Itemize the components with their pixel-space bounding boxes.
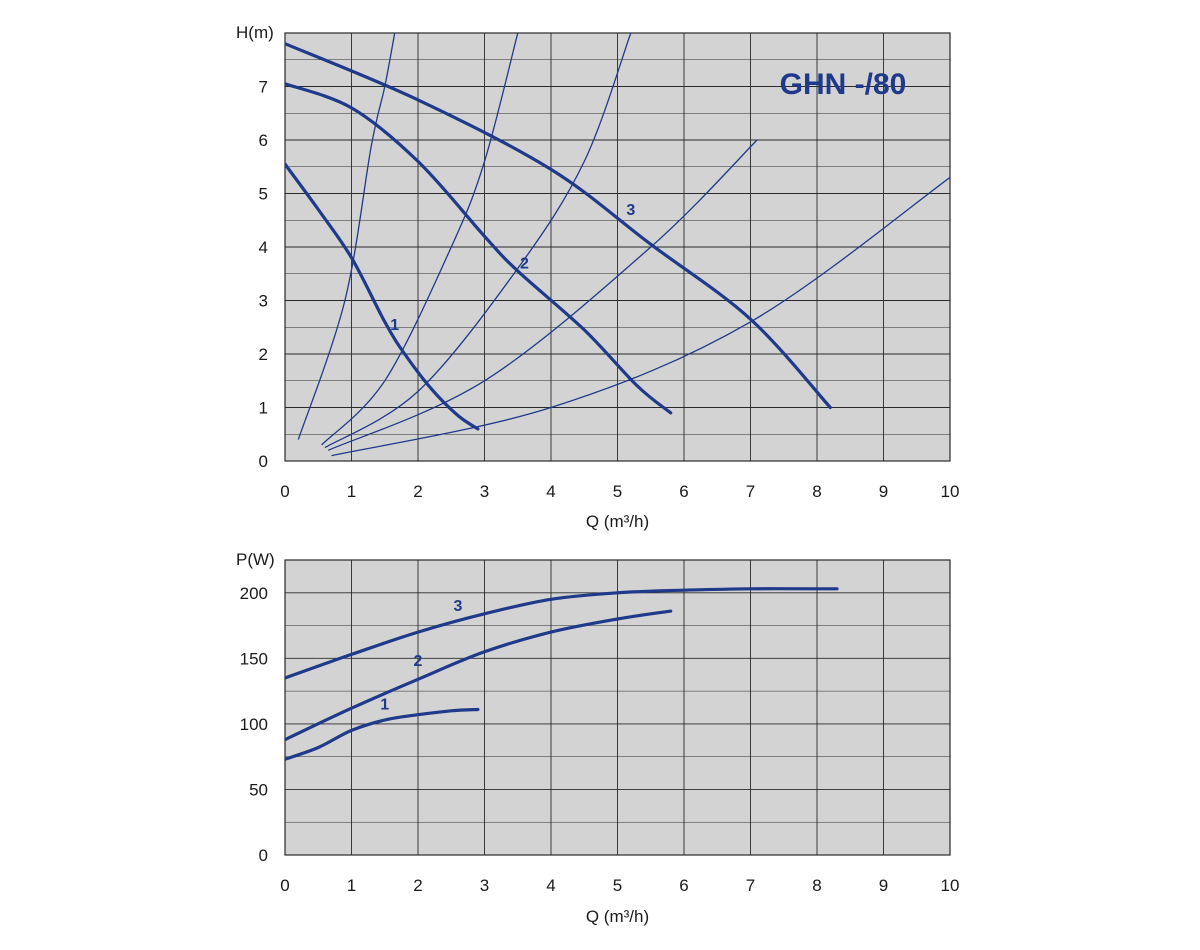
series-line-2	[285, 82, 673, 415]
y-axis-label: H(m)	[236, 23, 274, 42]
x-tick-label: 2	[413, 876, 422, 895]
y-tick-label: 150	[240, 649, 268, 668]
y-axis-label: P(W)	[236, 550, 275, 569]
model-title: GHN -/80	[780, 68, 907, 101]
x-tick-label: 0	[280, 876, 289, 895]
system-curve-3	[324, 33, 632, 449]
system-curve-2	[321, 33, 519, 446]
plot-marks	[285, 33, 950, 457]
x-tick-label: 2	[413, 482, 422, 501]
x-tick-label: 1	[347, 876, 356, 895]
x-tick-label: 7	[746, 876, 755, 895]
x-tick-label: 0	[280, 482, 289, 501]
y-tick-label: 0	[259, 846, 268, 865]
series-line-2	[285, 609, 673, 742]
x-tick-label: 10	[941, 482, 960, 501]
y-tick-label: 100	[240, 715, 268, 734]
y-tick-label: 1	[259, 399, 268, 418]
series-line-3	[285, 587, 839, 680]
curve-label-2: 2	[520, 255, 529, 272]
x-tick-label: 5	[613, 482, 622, 501]
y-tick-label: 3	[259, 292, 268, 311]
x-tick-label: 6	[679, 482, 688, 501]
series-line-1	[285, 162, 480, 431]
series-line-3	[285, 42, 832, 410]
y-tick-label: 7	[259, 78, 268, 97]
x-tick-label: 7	[746, 482, 755, 501]
y-tick-label: 2	[259, 345, 268, 364]
y-tick-label: 0	[259, 452, 268, 471]
x-tick-label: 8	[812, 876, 821, 895]
system-curve-4	[327, 139, 758, 451]
head-chart: 0 1 2 3 4 5 6 7 8 9 10 0 1 2 3 4 5 6 7 H(m) Q (m³/h) GHN -/80…	[236, 23, 959, 531]
x-tick-label: 8	[812, 482, 821, 501]
series-line-1	[285, 707, 480, 761]
x-tick-label: 9	[879, 876, 888, 895]
y-tick-label: 6	[259, 131, 268, 150]
x-tick-label: 3	[480, 876, 489, 895]
y-tick-label: 200	[240, 584, 268, 603]
curve-label-1: 1	[380, 696, 389, 713]
y-tick-label: 4	[259, 238, 268, 257]
x-tick-label: 3	[480, 482, 489, 501]
x-axis-label: Q (m³/h)	[586, 512, 649, 531]
x-tick-label: 10	[941, 876, 960, 895]
system-curve-1	[297, 33, 396, 440]
x-axis-label: Q (m³/h)	[586, 907, 649, 926]
plot-marks	[285, 587, 839, 761]
curve-label-2: 2	[414, 653, 423, 670]
x-tick-label: 1	[347, 482, 356, 501]
curve-label-3: 3	[453, 598, 462, 615]
x-tick-label: 4	[546, 876, 555, 895]
curve-label-3: 3	[626, 202, 635, 219]
y-tick-label: 5	[259, 185, 268, 204]
system-curve-5	[331, 176, 950, 457]
x-tick-label: 4	[546, 482, 555, 501]
curve-label-1: 1	[390, 317, 399, 334]
x-tick-label: 9	[879, 482, 888, 501]
y-tick-label: 50	[249, 780, 268, 799]
x-tick-label: 5	[613, 876, 622, 895]
x-tick-label: 6	[679, 876, 688, 895]
